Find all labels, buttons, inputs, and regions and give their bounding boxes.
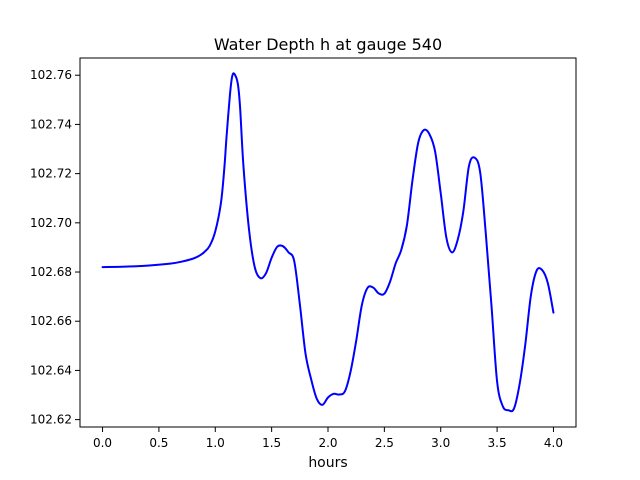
y-tick-label: 102.62 bbox=[30, 413, 72, 427]
x-axis-label: hours bbox=[308, 455, 347, 471]
y-tick-label: 102.70 bbox=[30, 216, 72, 230]
x-tick-label: 2.5 bbox=[375, 436, 394, 450]
y-axis: 102.62 102.64 102.66 102.68 102.70 102.72 102.… bbox=[30, 68, 80, 427]
x-tick-label: 0.5 bbox=[149, 436, 168, 450]
x-tick-label: 1.5 bbox=[262, 436, 281, 450]
y-tick-label: 102.76 bbox=[30, 68, 72, 82]
x-tick-label: 2.0 bbox=[318, 436, 337, 450]
x-tick-label: 4.0 bbox=[544, 436, 563, 450]
x-tick-label: 1.0 bbox=[206, 436, 225, 450]
x-tick-label: 0.0 bbox=[93, 436, 112, 450]
y-tick-label: 102.72 bbox=[30, 167, 72, 181]
x-tick-label: 3.5 bbox=[488, 436, 507, 450]
series-line bbox=[101, 72, 555, 413]
y-tick-label: 102.64 bbox=[30, 363, 72, 377]
y-tick-label: 102.68 bbox=[30, 265, 72, 279]
y-tick-label: 102.74 bbox=[30, 117, 72, 131]
x-tick-label: 3.0 bbox=[431, 436, 450, 450]
x-axis: 0.0 0.5 1.0 1.5 2.0 2.5 3.0 3.5 4.0 bbox=[93, 427, 563, 450]
y-tick-label: 102.66 bbox=[30, 314, 72, 328]
chart-title: Water Depth h at gauge 540 bbox=[214, 35, 442, 54]
plot-area-frame bbox=[79, 57, 577, 428]
